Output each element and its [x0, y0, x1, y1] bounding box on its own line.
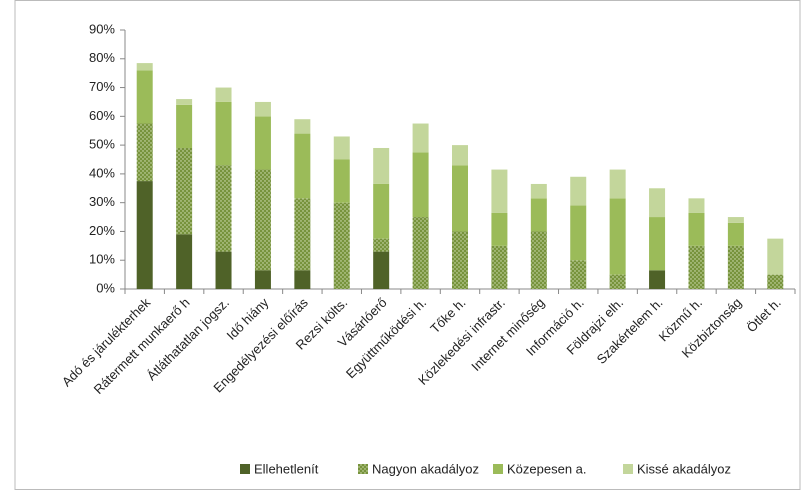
bar-segment [688, 212, 705, 246]
bar-segment [136, 181, 153, 289]
bar-segment [452, 145, 468, 166]
bar-segment [649, 217, 666, 271]
bar-segment [452, 165, 468, 232]
bar-segment [727, 245, 744, 289]
legend: Ellehetlenít Nagyon akadályoz Közepesen a.… [240, 461, 731, 476]
bar-segment [530, 231, 547, 289]
bar-segment [215, 165, 232, 252]
bar-segment [649, 270, 666, 289]
y-tick-label: 50% [89, 137, 115, 152]
y-tick-label: 90% [89, 21, 115, 36]
bar-segment [412, 217, 429, 289]
bar-segment [373, 238, 390, 252]
bar-segment [688, 245, 705, 289]
bar-segment [333, 159, 350, 203]
bar-segment [609, 198, 626, 275]
bar-segment [215, 87, 232, 102]
bar-segment [294, 270, 311, 289]
bar-segment [176, 147, 193, 235]
bar-segment [136, 63, 153, 71]
bar-segment [215, 251, 232, 289]
legend-label: Nagyon akadályoz [372, 461, 479, 476]
bar-segment [530, 198, 547, 232]
y-tick-label: 60% [89, 108, 115, 123]
bar-segment [727, 222, 744, 246]
bar-segment [491, 245, 508, 289]
bar-segment [688, 198, 705, 213]
bar-segment [254, 116, 271, 170]
y-tick-label: 30% [89, 194, 115, 209]
bar-segment [570, 205, 587, 261]
legend-swatch [623, 464, 633, 474]
legend-label: Közepesen a. [507, 461, 587, 476]
bar-segment [373, 183, 390, 239]
bar-segment [452, 231, 468, 289]
bar-segment [767, 238, 784, 275]
y-tick-label: 0% [96, 280, 115, 295]
bar-segment [609, 274, 626, 289]
bar-segment [412, 123, 429, 153]
bar-segment [333, 136, 350, 160]
bar-segment [570, 260, 587, 289]
y-tick-label: 10% [89, 252, 115, 267]
y-tick-label: 70% [89, 79, 115, 94]
bar-segment [333, 202, 350, 289]
bar-segment [215, 101, 232, 166]
chart-border [14, 0, 801, 490]
bar-segment [176, 104, 193, 148]
legend-label: Ellehetlenít [254, 461, 319, 476]
bar-segment [767, 274, 784, 289]
bar-segment [254, 169, 271, 271]
bar-segment [176, 234, 193, 289]
bar-segment [609, 169, 626, 199]
bar-segment [373, 147, 390, 184]
bar-segment [294, 119, 311, 134]
legend-swatch [493, 464, 503, 474]
bar-segment [136, 123, 153, 182]
y-tick-label: 20% [89, 223, 115, 238]
bar-segment [254, 270, 271, 289]
bar-segment [649, 188, 666, 218]
bar-segment [176, 99, 193, 105]
legend-swatch [240, 464, 250, 474]
legend-swatch [358, 464, 368, 474]
bar-segment [570, 176, 587, 206]
bar-segment [727, 217, 744, 223]
bar-segment [412, 152, 429, 218]
bar-segment [254, 101, 271, 117]
y-tick-label: 80% [89, 50, 115, 65]
bar-segment [373, 251, 390, 289]
bar-segment [294, 133, 311, 199]
bar-segment [491, 212, 508, 246]
legend-label: Kissé akadályoz [637, 461, 731, 476]
bar-segment [294, 198, 311, 271]
bar-segment [136, 70, 153, 124]
y-tick-label: 40% [89, 165, 115, 180]
bar-segment [530, 183, 547, 199]
bar-segment [491, 169, 508, 213]
